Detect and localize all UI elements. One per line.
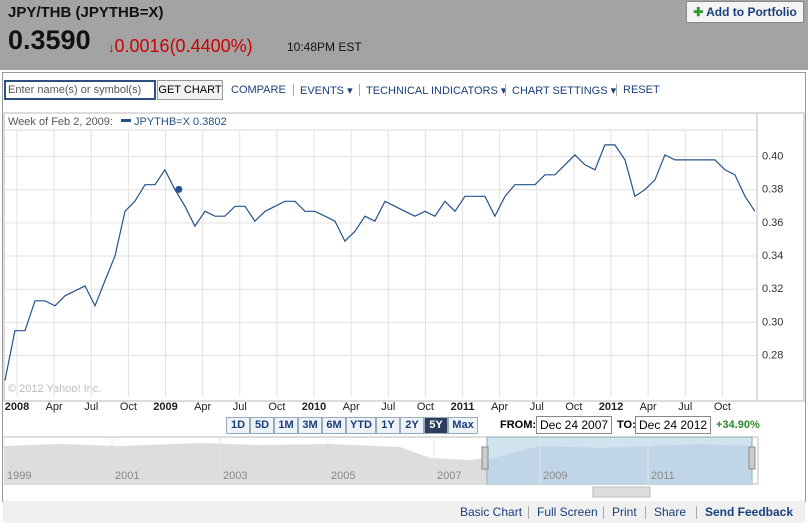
footer-link[interactable]: Basic Chart: [460, 505, 523, 519]
toolbar-item[interactable]: CHART SETTINGS ▾: [512, 85, 617, 97]
price-line: [4, 144, 756, 381]
get-chart-button[interactable]: GET CHART: [157, 80, 223, 100]
range-button[interactable]: 5D: [250, 417, 274, 434]
y-tick-label: 0.32: [762, 283, 783, 295]
dropdown-arrow: ▾: [607, 85, 617, 97]
range-change: +34.90%: [716, 419, 760, 431]
x-tick-label: Apr: [491, 401, 508, 413]
x-tick-label: 2012: [599, 401, 623, 413]
to-label: TO:: [617, 419, 636, 431]
range-button[interactable]: 3M: [298, 417, 322, 434]
scroll-thumb[interactable]: [592, 486, 651, 498]
footer-separator: [696, 506, 697, 519]
x-tick-label: Apr: [194, 401, 211, 413]
navigator-label: 2005: [331, 470, 355, 482]
range-button[interactable]: 6M: [322, 417, 346, 434]
x-tick-label: 2009: [153, 401, 177, 413]
toolbar-separator: [293, 84, 294, 96]
footer-separator: [645, 506, 646, 519]
y-tick-label: 0.28: [762, 349, 783, 361]
toolbar-item[interactable]: RESET: [623, 84, 660, 96]
to-date[interactable]: Dec 24 2012: [635, 416, 712, 434]
y-tick-label: 0.30: [762, 316, 783, 328]
x-tick-label: Jul: [530, 401, 544, 413]
footer: [3, 501, 805, 523]
toolbar-separator: [359, 84, 360, 96]
y-tick-label: 0.38: [762, 184, 783, 196]
footer-separator: [603, 506, 604, 519]
range-button[interactable]: 1D: [226, 417, 250, 434]
range-button[interactable]: 1Y: [376, 417, 400, 434]
x-tick-label: Oct: [417, 401, 434, 413]
symbol-input[interactable]: Enter name(s) or symbol(s): [4, 80, 156, 100]
range-button[interactable]: 1M: [274, 417, 298, 434]
price: 0.3590: [8, 25, 91, 55]
x-tick-label: Oct: [120, 401, 137, 413]
footer-separator: [528, 506, 529, 519]
legend-swatch: [121, 119, 131, 122]
hover-point: [175, 185, 183, 193]
x-tick-label: Jul: [233, 401, 247, 413]
x-tick-label: 2011: [451, 401, 475, 413]
navigator-label: 2003: [223, 470, 247, 482]
navigator-label: 1999: [7, 470, 31, 482]
footer-link[interactable]: Print: [612, 505, 637, 519]
footer-link[interactable]: Share: [654, 505, 687, 519]
from-date[interactable]: Dec 24 2007: [536, 416, 613, 434]
toolbar-item[interactable]: EVENTS ▾: [300, 85, 353, 97]
x-tick-label: Oct: [714, 401, 731, 413]
toolbar-item[interactable]: COMPARE: [231, 84, 286, 96]
y-tick-label: 0.36: [762, 217, 783, 229]
legend-name: JPYTHB=X: [134, 116, 191, 128]
y-tick-label: 0.40: [762, 150, 783, 162]
legend-value: 0.3802: [193, 116, 227, 128]
from-label: FROM:: [500, 419, 537, 431]
x-tick-label: Apr: [640, 401, 657, 413]
x-tick-label: Apr: [46, 401, 63, 413]
x-tick-label: 2008: [5, 401, 29, 413]
y-tick-label: 0.34: [762, 250, 783, 262]
footer-link[interactable]: Send Feedback: [705, 505, 794, 519]
x-tick-label: Jul: [678, 401, 692, 413]
navigator-handle[interactable]: [748, 446, 756, 470]
range-button[interactable]: 2Y: [400, 417, 424, 434]
dropdown-arrow: ▾: [344, 85, 353, 97]
toolbar-item[interactable]: TECHNICAL INDICATORS ▾: [366, 85, 507, 97]
x-tick-label: Oct: [268, 401, 285, 413]
hover-label: Week of Feb 2, 2009:: [8, 116, 113, 128]
x-tick-label: Jul: [381, 401, 395, 413]
navigator-area: [4, 443, 487, 484]
chart-frame: [3, 112, 805, 402]
x-tick-label: Apr: [343, 401, 360, 413]
add-label: Add to Portfolio: [706, 5, 797, 19]
header: [0, 0, 808, 70]
footer-link[interactable]: Full Screen: [537, 505, 598, 519]
time: 10:48PM EST: [287, 40, 362, 54]
toolbar-separator: [505, 84, 506, 96]
copyright: © 2012 Yahoo! Inc.: [8, 383, 101, 395]
navigator-label: 2001: [115, 470, 139, 482]
navigator-selected-area: [488, 444, 752, 484]
navigator-label: 2007: [437, 470, 461, 482]
navigator-label: 2009: [543, 470, 567, 482]
change-percent: (0.4400%): [169, 36, 253, 56]
add-button[interactable]: ✚ Add to Portfolio: [686, 1, 804, 23]
symbol-title: JPY/THB (JPYTHB=X): [8, 4, 164, 21]
change: ↓0.0016(0.4400%): [108, 36, 253, 56]
dropdown-arrow: ▾: [497, 85, 507, 97]
range-button[interactable]: YTD: [346, 417, 376, 434]
navigator-label: 2011: [651, 470, 675, 482]
legend-text: JPYTHB=X 0.3802: [134, 116, 227, 128]
navigator-handle[interactable]: [481, 446, 489, 470]
toolbar-separator: [616, 84, 617, 96]
x-tick-label: Oct: [565, 401, 582, 413]
change-value: 0.0016: [114, 36, 170, 56]
range-button[interactable]: 5Y: [424, 417, 448, 434]
x-tick-label: 2010: [302, 401, 326, 413]
range-button[interactable]: Max: [448, 417, 478, 434]
x-tick-label: Jul: [84, 401, 98, 413]
